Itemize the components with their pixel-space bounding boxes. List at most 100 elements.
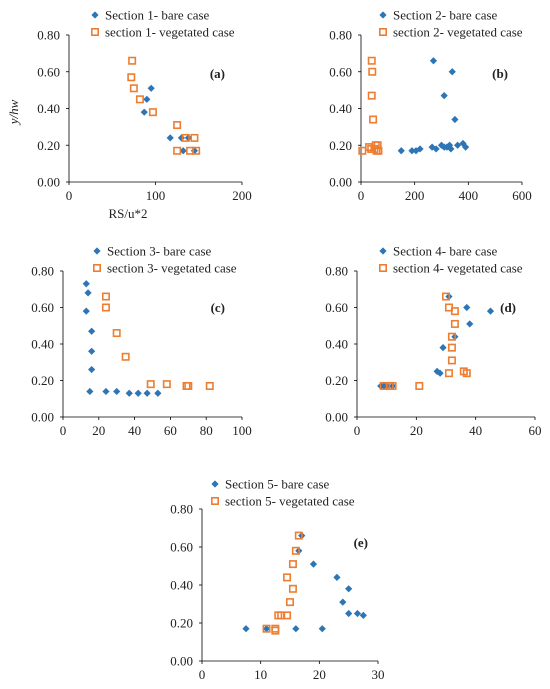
data-point-vegetated [285,598,294,607]
data-point-vegetated [101,303,110,312]
x-tick-label: 0 [199,667,206,682]
x-tick-label: 400 [459,188,479,203]
data-point-bare [416,145,424,153]
series-bare [377,292,495,390]
data-point-bare [262,625,271,633]
data-point-vegetated [128,56,137,65]
series-bare [397,57,470,155]
series-vegetated [262,531,303,635]
data-point-vegetated [129,84,138,93]
legend-label: section 4- vegetated case [393,261,523,276]
legend-marker-vegetated [91,27,100,36]
series-bare [82,280,162,397]
y-tick-label: 0.60 [170,540,193,555]
y-tick-label: 0.00 [37,175,60,190]
x-tick-label: 30 [372,667,385,682]
data-point-vegetated [162,380,171,389]
data-point-bare [82,280,90,288]
data-point-bare [432,145,440,153]
data-point-bare [463,303,471,312]
panel-label: (d) [500,300,516,315]
data-point-vegetated [262,624,271,633]
legend-marker-bare [91,11,99,19]
x-tick-label: 10 [254,667,267,682]
x-tick-label: 60 [529,423,542,438]
legend-label: Section 3- bare case [107,244,212,259]
data-point-vegetated [291,546,300,555]
x-tick-label: 80 [200,423,213,438]
data-point-vegetated [271,624,280,633]
x-tick-label: 0 [60,423,67,438]
y-tick-label: 0.40 [31,337,54,352]
data-point-bare [143,95,151,103]
legend-label: Section 4- bare case [393,244,498,259]
panel-b: 0.00 0.20 0.40 0.60 0.80 0 200 400 600 (b) Section… [329,8,532,204]
x-axis-title: RS/u*2 [108,206,147,221]
x-tick-label: 200 [232,188,252,203]
data-point-bare [102,387,110,396]
data-point-vegetated [146,380,155,389]
y-tick-label: 0.20 [37,138,60,153]
y-tick-label: 0.80 [31,264,54,279]
series-vegetated [358,56,383,155]
data-point-bare [318,625,326,633]
y-tick-label: 0.80 [329,28,352,43]
data-point-bare [439,344,447,352]
data-point-bare [466,320,474,328]
data-point-bare [166,134,174,142]
legend-marker-bare [379,247,387,255]
data-point-vegetated [367,56,376,65]
y-tick-label: 0.00 [170,654,193,669]
y-tick-label: 0.40 [329,101,352,116]
series-vegetated [101,292,214,390]
data-point-vegetated [441,292,450,301]
data-point-vegetated [288,560,297,569]
legend-marker-vegetated [211,496,220,505]
data-point-bare [447,145,455,153]
legend-marker-bare [379,11,387,19]
data-point-bare [451,115,459,124]
y-tick-label: 0.40 [37,101,60,116]
data-point-bare [88,327,96,335]
data-point-vegetated [450,319,459,328]
data-point-bare [397,147,405,155]
data-point-bare [454,141,462,149]
data-point-bare [353,609,362,618]
data-point-bare [140,108,148,116]
data-point-bare [84,289,92,297]
y-tick-label: 0.60 [31,300,54,315]
x-tick-label: 20 [313,667,326,682]
y-axis-title: y/hw [6,99,21,126]
panel-c: 0.00 0.20 0.40 0.60 0.80 0 20 40 60 80 100 (c) Secti… [31,244,252,439]
data-point-bare [309,560,318,568]
data-point-bare [339,598,347,606]
y-tick-label: 0.20 [325,373,348,388]
panel-d: 0.00 0.20 0.40 0.60 0.80 0 20 40 60 (d) Section 4-… [325,244,541,439]
data-point-vegetated [388,381,397,390]
data-point-vegetated [447,332,456,341]
data-point-vegetated [192,146,201,155]
data-point-vegetated [450,307,459,316]
data-point-bare [443,143,451,151]
y-tick-label: 0.20 [329,138,352,153]
data-point-bare [292,625,300,633]
data-point-bare [242,625,250,633]
data-point-vegetated [148,108,157,117]
data-point-bare [436,369,444,377]
data-point-vegetated [367,91,376,100]
y-tick-label: 0.20 [170,616,193,631]
legend-marker-bare [211,480,219,488]
y-tick-label: 0.20 [31,373,54,388]
y-tick-label: 0.40 [170,578,193,593]
data-point-bare [86,387,94,396]
x-tick-label: 40 [128,423,141,438]
x-tick-label: 60 [164,423,177,438]
data-point-vegetated [135,95,144,104]
legend-label: Section 2- bare case [393,8,498,23]
panel-label: (b) [492,66,508,81]
y-tick-label: 0.00 [329,175,352,190]
legend-label: Section 1- bare case [105,8,210,23]
data-point-vegetated [415,381,424,390]
data-point-bare [88,347,96,355]
